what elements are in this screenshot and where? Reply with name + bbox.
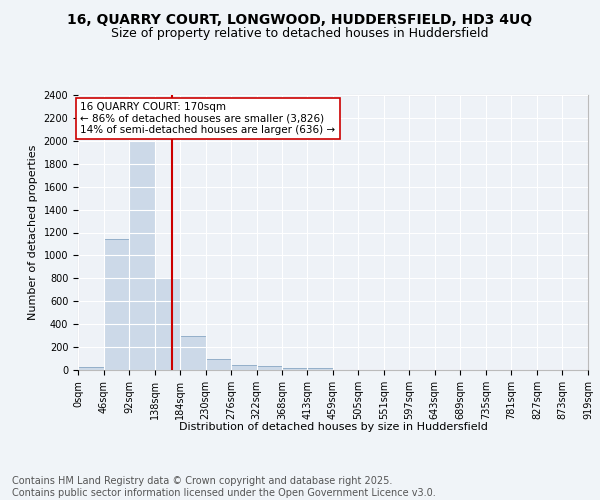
Bar	[104, 240, 129, 370]
Bar	[307, 368, 333, 370]
Text: 16, QUARRY COURT, LONGWOOD, HUDDERSFIELD, HD3 4UQ: 16, QUARRY COURT, LONGWOOD, HUDDERSFIELD…	[67, 12, 533, 26]
Bar	[206, 358, 231, 370]
Bar	[155, 278, 180, 370]
Bar	[78, 366, 104, 370]
Text: Contains HM Land Registry data © Crown copyright and database right 2025.
Contai: Contains HM Land Registry data © Crown c…	[12, 476, 436, 498]
Bar	[282, 368, 307, 370]
Bar	[180, 336, 206, 370]
Text: Size of property relative to detached houses in Huddersfield: Size of property relative to detached ho…	[111, 28, 489, 40]
Text: Distribution of detached houses by size in Huddersfield: Distribution of detached houses by size …	[179, 422, 487, 432]
Text: 16 QUARRY COURT: 170sqm
← 86% of detached houses are smaller (3,826)
14% of semi: 16 QUARRY COURT: 170sqm ← 86% of detache…	[80, 102, 335, 135]
Bar	[231, 365, 257, 370]
Bar	[257, 366, 282, 370]
Y-axis label: Number of detached properties: Number of detached properties	[28, 145, 38, 320]
Bar	[129, 141, 155, 370]
